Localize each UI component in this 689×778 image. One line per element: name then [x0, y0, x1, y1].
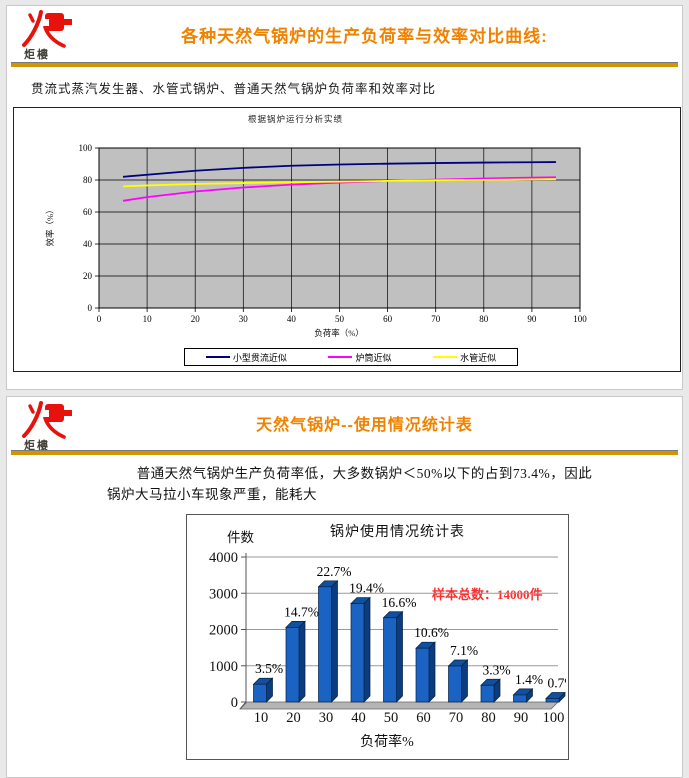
svg-text:90: 90 — [527, 314, 537, 324]
svg-text:1000: 1000 — [209, 659, 238, 675]
svg-text:100: 100 — [79, 143, 93, 153]
chart-legend: 小型贯流近似 炉筒近似 水管近似 — [184, 348, 518, 366]
svg-text:50: 50 — [384, 710, 399, 726]
svg-text:3.5%: 3.5% — [255, 661, 283, 676]
svg-text:40: 40 — [287, 314, 297, 324]
svg-text:10: 10 — [254, 710, 269, 726]
slide1-title: 各种天然气锅炉的生产负荷率与效率对比曲线: — [181, 27, 548, 46]
svg-text:20: 20 — [83, 271, 93, 281]
line-chart: 根据锅炉运行分析实绩 0 20 40 60 80 100 0 10 20 30 40 50 60 70 80… — [13, 107, 681, 372]
header-rule — [11, 450, 678, 455]
svg-text:16.6%: 16.6% — [382, 595, 417, 610]
bar-chart-x-axis-label: 负荷率% — [360, 735, 414, 750]
svg-text:60: 60 — [416, 710, 431, 726]
svg-text:0: 0 — [97, 314, 102, 324]
header-rule — [11, 62, 678, 67]
legend-line-swatch — [328, 356, 353, 358]
svg-text:90: 90 — [514, 710, 529, 726]
svg-text:7.1%: 7.1% — [450, 643, 478, 658]
slide-usage-statistics: 炬樓 天然气锅炉--使用情况统计表 普通天然气锅炉生产负荷率低，大多数锅炉＜50… — [6, 396, 683, 778]
bar-chart-title: 锅炉使用情况统计表 — [330, 525, 465, 540]
svg-text:0: 0 — [88, 303, 93, 313]
svg-text:10: 10 — [143, 314, 153, 324]
svg-text:70: 70 — [449, 710, 464, 726]
legend-line-swatch — [205, 356, 230, 358]
svg-text:60: 60 — [83, 207, 93, 217]
line-chart-title: 根据锅炉运行分析实绩 — [248, 114, 344, 124]
logo-text: 炬樓 — [24, 440, 50, 452]
svg-text:40: 40 — [83, 239, 93, 249]
svg-text:22.7%: 22.7% — [317, 564, 352, 579]
svg-text:30: 30 — [239, 314, 249, 324]
svg-text:19.4%: 19.4% — [349, 581, 384, 596]
svg-text:0: 0 — [231, 695, 238, 711]
svg-text:70: 70 — [431, 314, 441, 324]
svg-text:3000: 3000 — [209, 586, 238, 602]
slide2-body-text: 普通天然气锅炉生产负荷率低，大多数锅炉＜50%以下的占到73.4%，因此锅炉大马… — [107, 466, 593, 502]
svg-text:2000: 2000 — [209, 623, 238, 639]
slide2-title: 天然气锅炉--使用情况统计表 — [256, 417, 473, 434]
svg-text:4000: 4000 — [209, 550, 238, 566]
line-chart-y-axis-label: 效率（%） — [45, 205, 55, 247]
svg-text:40: 40 — [351, 710, 366, 726]
svg-text:60: 60 — [383, 314, 393, 324]
sample-total-annotation: 样本总数：14000件 — [432, 587, 543, 602]
svg-text:3.3%: 3.3% — [482, 662, 510, 677]
svg-text:20: 20 — [286, 710, 301, 726]
svg-text:14.7%: 14.7% — [284, 604, 319, 619]
slide-load-efficiency-curves: 炬樓 各种天然气锅炉的生产负荷率与效率对比曲线: 贯流式蒸汽发生器、水管式锅炉、… — [6, 5, 683, 390]
svg-text:100: 100 — [543, 710, 565, 726]
legend-label: 炉筒近似 — [355, 352, 392, 363]
bar-chart: 锅炉使用情况统计表 件数 样本总数：14000件 0 1000 2000 3000 40… — [186, 514, 569, 760]
slide1-subtitle: 贯流式蒸汽发生器、水管式锅炉、普通天然气锅炉负荷率和效率对比 — [31, 82, 437, 96]
bar-chart-plot: 0 1000 2000 3000 4000 3.5% 10 14.7% 20 22.7% 30 19.… — [209, 550, 566, 726]
flame-logo-icon — [22, 10, 72, 48]
line-chart-x-axis-label: 负荷率（%） — [314, 328, 364, 338]
svg-text:80: 80 — [83, 175, 93, 185]
svg-text:20: 20 — [191, 314, 201, 324]
svg-text:0.7%: 0.7% — [547, 675, 566, 690]
legend-item: 炉筒近似 — [328, 351, 391, 364]
company-logo: 炬樓 — [19, 401, 79, 453]
bar-chart-y-axis-label: 件数 — [227, 530, 254, 545]
svg-text:80: 80 — [479, 314, 489, 324]
svg-text:80: 80 — [481, 710, 496, 726]
legend-item: 水管近似 — [433, 351, 496, 364]
legend-line-swatch — [433, 356, 458, 358]
logo-text: 炬樓 — [24, 49, 50, 61]
svg-text:50: 50 — [335, 314, 345, 324]
svg-text:100: 100 — [573, 314, 587, 324]
line-chart-plot: 0 20 40 60 80 100 0 10 20 30 40 50 60 70 80 90 100 — [79, 143, 588, 324]
legend-label: 小型贯流近似 — [232, 352, 287, 363]
svg-text:30: 30 — [319, 710, 334, 726]
svg-text:1.4%: 1.4% — [515, 672, 543, 687]
svg-text:10.6%: 10.6% — [414, 625, 449, 640]
flame-logo-icon — [22, 401, 72, 439]
legend-label: 水管近似 — [460, 352, 497, 363]
legend-item: 小型贯流近似 — [205, 351, 287, 364]
company-logo: 炬樓 — [19, 10, 79, 62]
